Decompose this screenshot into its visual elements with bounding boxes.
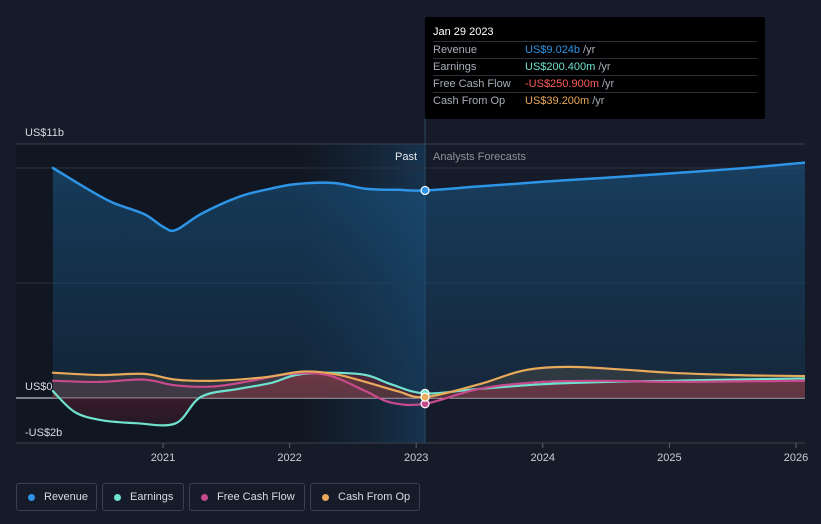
x-tick-label: 2023 bbox=[404, 452, 428, 464]
tooltip-label: Free Cash Flow bbox=[433, 78, 511, 90]
legend-dot-icon bbox=[28, 494, 35, 501]
tooltip-row-earnings: Earnings US$200.400m/yr bbox=[433, 58, 757, 76]
hover-tooltip: Jan 29 2023 Revenue US$9.024b/yr Earning… bbox=[425, 17, 765, 119]
legend-label: Cash From Op bbox=[338, 491, 411, 503]
x-tick-label: 2022 bbox=[277, 452, 301, 464]
legend-item-cash-from-op[interactable]: Cash From Op bbox=[310, 483, 420, 511]
tooltip-label: Revenue bbox=[433, 44, 478, 56]
forecast-label: Analysts Forecasts bbox=[433, 151, 526, 163]
y-label-zero: US$0 bbox=[25, 381, 53, 393]
tooltip-row-free-cash-flow: Free Cash Flow -US$250.900m/yr bbox=[433, 75, 757, 93]
tooltip-value: US$200.400m/yr bbox=[525, 61, 611, 73]
line-cash-from-op bbox=[51, 365, 805, 399]
tooltip-label: Cash From Op bbox=[433, 95, 506, 107]
legend-dot-icon bbox=[201, 494, 208, 501]
legend-dot-icon bbox=[114, 494, 121, 501]
legend-dot-icon bbox=[322, 494, 329, 501]
y-label-bottom: -US$2b bbox=[25, 427, 62, 439]
tooltip-value: -US$250.900m/yr bbox=[525, 78, 615, 90]
line-revenue bbox=[51, 161, 805, 233]
area-revenue bbox=[52, 162, 805, 398]
legend-item-revenue[interactable]: Revenue bbox=[16, 483, 97, 511]
past-label: Past bbox=[395, 151, 417, 163]
legend-item-earnings[interactable]: Earnings bbox=[102, 483, 184, 511]
marker-revenue bbox=[420, 185, 430, 196]
tooltip-value: US$9.024b/yr bbox=[525, 44, 596, 56]
legend-label: Free Cash Flow bbox=[217, 491, 295, 503]
x-tick-label: 2026 bbox=[784, 452, 808, 464]
line-free-cash-flow bbox=[51, 371, 805, 407]
area-earnings bbox=[52, 372, 805, 426]
tooltip-row-revenue: Revenue US$9.024b/yr bbox=[433, 41, 757, 59]
tooltip-value: US$39.200m/yr bbox=[525, 95, 605, 107]
y-label-top: US$11b bbox=[25, 127, 64, 139]
legend-label: Revenue bbox=[44, 491, 89, 503]
x-tick-label: 2021 bbox=[151, 452, 175, 464]
legend-label: Earnings bbox=[130, 491, 174, 503]
area-cash-from-op bbox=[52, 366, 805, 398]
x-tick-label: 2025 bbox=[657, 452, 681, 464]
tooltip-date: Jan 29 2023 bbox=[433, 26, 494, 38]
tooltip-row-cash-from-op: Cash From Op US$39.200m/yr bbox=[433, 92, 757, 110]
marker-cash-from-op bbox=[420, 392, 430, 402]
tooltip-label: Earnings bbox=[433, 61, 477, 73]
x-tick-label: 2024 bbox=[531, 452, 555, 464]
legend-item-free-cash-flow[interactable]: Free Cash Flow bbox=[189, 483, 305, 511]
